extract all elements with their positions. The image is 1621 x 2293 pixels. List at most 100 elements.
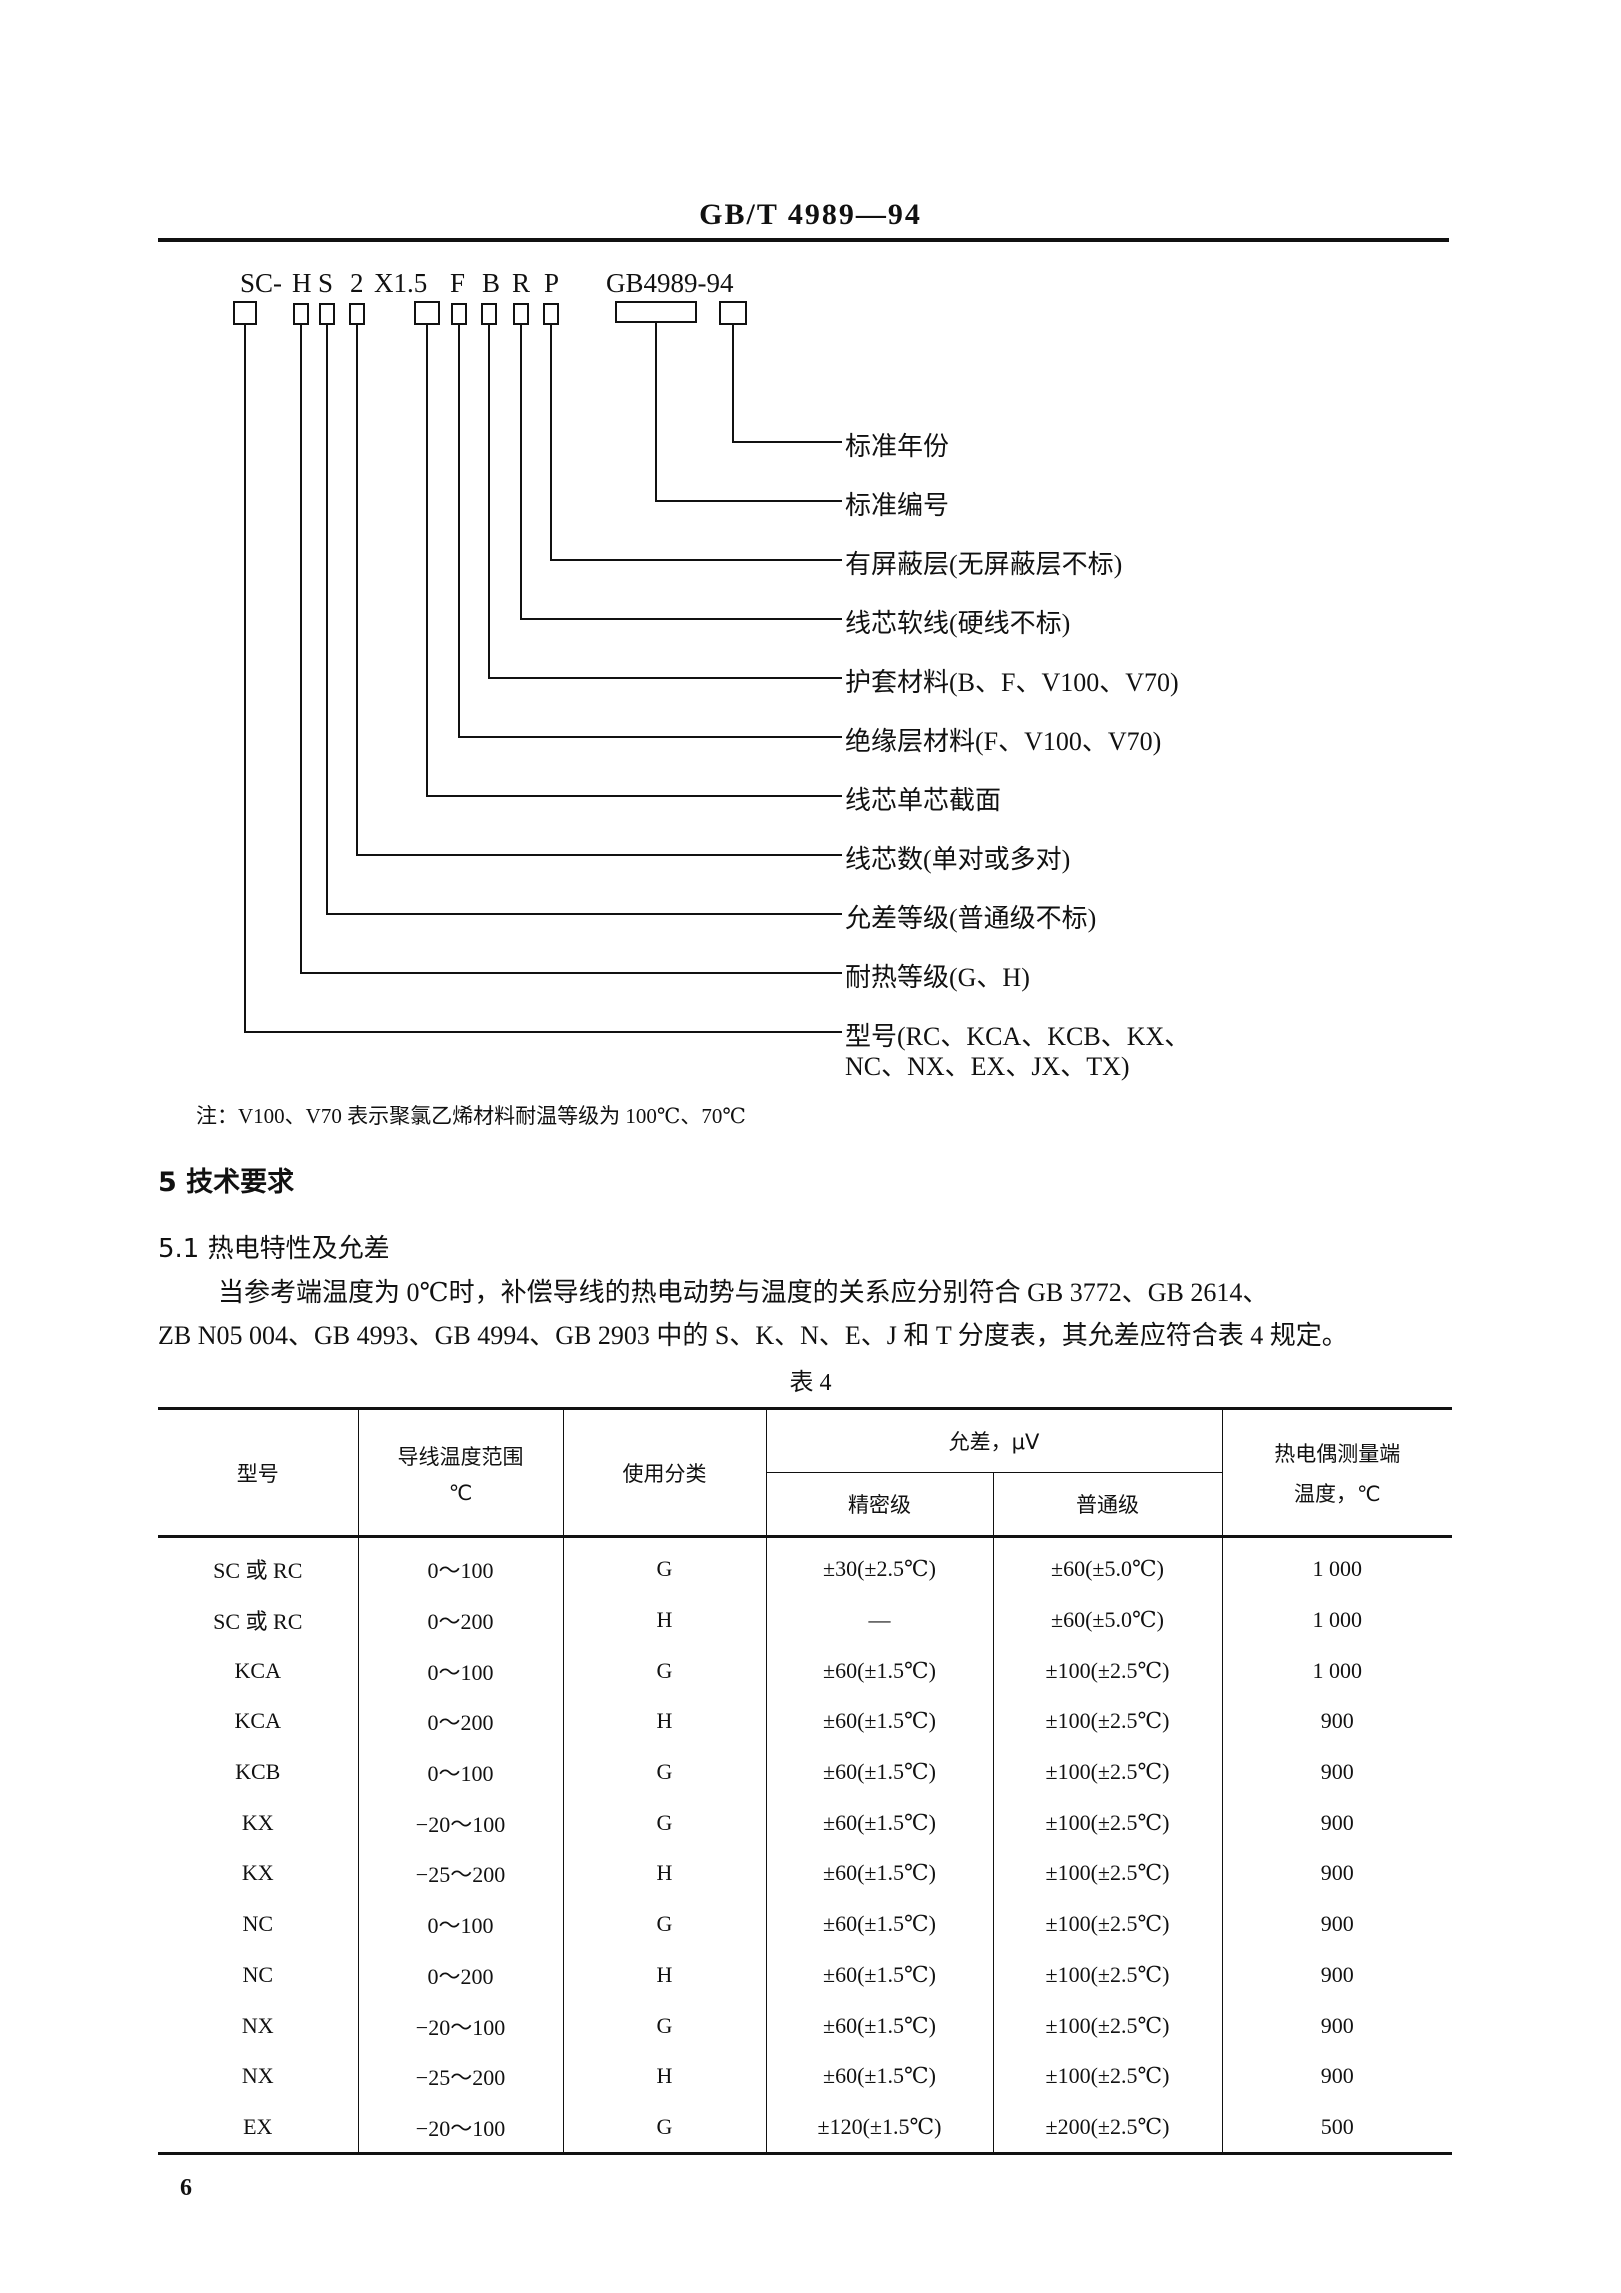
table-cell: 0～200: [357, 1594, 564, 1646]
note: 注：V100、V70 表示聚氯乙烯材料耐温等级为 100℃、70℃: [196, 1104, 746, 1128]
table-cell: SC 或 RC: [158, 1594, 359, 1646]
leader-line: [550, 324, 842, 561]
code-part: S: [318, 268, 334, 298]
table-cell: EX: [158, 2101, 359, 2156]
table-cell: KX: [158, 1797, 359, 1849]
code-box: [481, 303, 497, 325]
table-cell: −20～100: [357, 2101, 564, 2156]
table-cell: H: [562, 1696, 767, 1747]
designation-label: 护套材料(B、F、V100、V70): [845, 668, 1179, 697]
header-rule: [158, 238, 1449, 242]
table-cell: KCA: [158, 1696, 359, 1747]
table-row: NC 0～100 G ±60(±1.5℃) ±100(±2.5℃) 900: [158, 1898, 1452, 1950]
designation-diagram: [233, 301, 842, 1033]
table-cell: 1 000: [1221, 1645, 1452, 1697]
leader-line: [326, 324, 842, 915]
designation-label: NC、NX、EX、JX、TX): [845, 1052, 1130, 1081]
table-cell: ±60(±1.5℃): [765, 2050, 994, 2102]
table-cell: 0～200: [357, 1949, 564, 2001]
code-box: [451, 303, 467, 325]
code-part: 2: [350, 268, 364, 298]
designation-label: 型号(RC、KCA、KCB、KX、: [845, 1022, 1191, 1051]
table-cell: NX: [158, 2000, 359, 2051]
header-ordinary: 普通级: [992, 1472, 1222, 1538]
table-cell: NX: [158, 2050, 359, 2102]
code-part: F: [450, 268, 466, 298]
table-cell: —: [765, 1594, 994, 1646]
table-cell: 1 000: [1221, 1594, 1452, 1646]
table-row: KCA 0～200 H ±60(±1.5℃) ±100(±2.5℃) 900: [158, 1696, 1452, 1747]
designation-label: 标准编号: [845, 491, 950, 520]
table-cell: 0～100: [357, 1536, 564, 1595]
paragraph-line: 当参考端温度为 0℃时，补偿导线的热电动势与温度的关系应分别符合 GB 3772…: [218, 1278, 1269, 1307]
table-row: KCB 0～100 G ±60(±1.5℃) ±100(±2.5℃) 900: [158, 1746, 1452, 1798]
table-cell: ±30(±2.5℃): [765, 1536, 994, 1595]
table-cell: ±100(±2.5℃): [992, 1746, 1223, 1798]
table-cell: G: [562, 1797, 767, 1849]
section-heading: 5 技术要求: [158, 1167, 295, 1198]
table-cell: ±100(±2.5℃): [992, 1645, 1223, 1697]
table-cell: ±100(±2.5℃): [992, 1797, 1223, 1849]
leader-line: [655, 322, 842, 502]
table-row: NC 0～200 H ±60(±1.5℃) ±100(±2.5℃) 900: [158, 1949, 1452, 2001]
table-cell: G: [562, 1898, 767, 1950]
code-box: [513, 303, 529, 325]
table-cell: SC 或 RC: [158, 1536, 359, 1595]
designation-label: 线芯单芯截面: [845, 786, 1002, 815]
code-box: [319, 303, 335, 325]
table-cell: H: [562, 1594, 767, 1646]
leader-line: [300, 324, 842, 974]
code-box: [543, 303, 559, 325]
table-cell: ±60(±1.5℃): [765, 1696, 994, 1747]
table-cell: ±100(±2.5℃): [992, 1848, 1223, 1899]
table-cell: ±100(±2.5℃): [992, 1949, 1223, 2001]
table-cell: ±200(±2.5℃): [992, 2101, 1223, 2156]
table-row: KX −25～200 H ±60(±1.5℃) ±100(±2.5℃) 900: [158, 1848, 1452, 1899]
table-cell: 900: [1221, 1696, 1452, 1747]
designation-label: 线芯软线(硬线不标): [845, 609, 1071, 638]
code-box: [615, 301, 697, 323]
table-cell: KCA: [158, 1645, 359, 1697]
table-cell: −20～100: [357, 2000, 564, 2051]
table-cell: G: [562, 2000, 767, 2051]
table-cell: 900: [1221, 2000, 1452, 2051]
table-cell: ±60(±1.5℃): [765, 1848, 994, 1899]
table-cell: 1 000: [1221, 1536, 1452, 1595]
table-cell: −20～100: [357, 1797, 564, 1849]
code-part: GB4989-94: [606, 268, 734, 298]
subsection-heading: 5.1 热电特性及允差: [158, 1234, 390, 1264]
table-row: SC 或 RC 0～200 H — ±60(±5.0℃) 1 000: [158, 1594, 1452, 1646]
table-cell: ±100(±2.5℃): [992, 2000, 1223, 2051]
table-row: NX −20～100 G ±60(±1.5℃) ±100(±2.5℃) 900: [158, 2000, 1452, 2051]
header-temp-range: 导线温度范围 ℃: [357, 1407, 564, 1538]
leader-line: [356, 324, 842, 856]
table-cell: ±60(±1.5℃): [765, 2000, 994, 2051]
table-cell: H: [562, 1949, 767, 2001]
leader-line: [488, 324, 842, 679]
leader-line: [244, 324, 842, 1033]
table-cell: ±100(±2.5℃): [992, 1696, 1223, 1747]
designation-label: 耐热等级(G、H): [845, 963, 1030, 992]
table-cell: KCB: [158, 1746, 359, 1798]
table-cell: ±60(±1.5℃): [765, 1949, 994, 2001]
table-cell: 0～100: [357, 1645, 564, 1697]
table-row: KX −20～100 G ±60(±1.5℃) ±100(±2.5℃) 900: [158, 1797, 1452, 1849]
table-cell: NC: [158, 1898, 359, 1950]
page-number: 6: [180, 2175, 192, 2201]
code-part: X1.5: [374, 268, 428, 298]
table-cell: ±60(±5.0℃): [992, 1536, 1223, 1595]
table-cell: 900: [1221, 2050, 1452, 2102]
table-cell: ±60(±1.5℃): [765, 1797, 994, 1849]
table-4: 型号 导线温度范围 ℃ 使用分类 允差，μV 热电偶测量端 温度，℃ 精密级 普通级…: [158, 1407, 1452, 2156]
header-precision: 精密级: [766, 1472, 994, 1538]
page-header: GB/T 4989—94: [699, 198, 922, 231]
table-cell: H: [562, 1848, 767, 1899]
code-box: [414, 301, 440, 325]
table-cell: G: [562, 1645, 767, 1697]
code-part: H: [292, 268, 312, 298]
table-caption: 表 4: [789, 1370, 832, 1396]
table-cell: −25～200: [357, 2050, 564, 2102]
table-cell: −25～200: [357, 1848, 564, 1899]
table-cell: G: [562, 2101, 767, 2156]
leader-line: [426, 324, 842, 797]
